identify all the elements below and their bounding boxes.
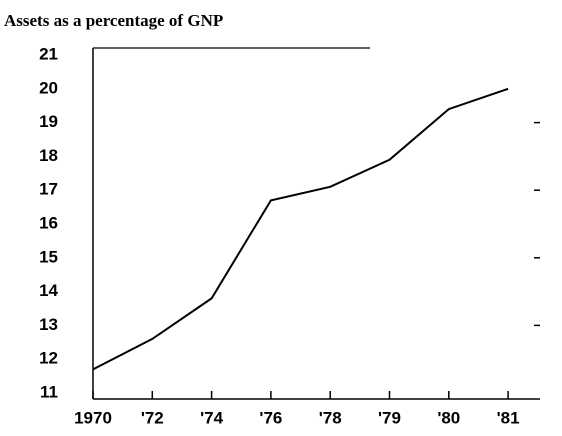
- line: [92, 87, 509, 371]
- x-tick-label: '72: [141, 408, 164, 427]
- x-tick-label: 1970: [74, 408, 112, 427]
- y-tick-label: 13: [39, 315, 58, 334]
- y-tick-label: 11: [40, 382, 58, 401]
- x-tick-label: '76: [259, 408, 282, 427]
- y-tick-label: 16: [39, 213, 58, 232]
- x-tick-label: '81: [497, 408, 520, 427]
- x-tick-label: '78: [319, 408, 342, 427]
- y-tick-label: 14: [39, 281, 58, 300]
- y-tick-label: 18: [39, 146, 58, 165]
- y-tick-label: 12: [39, 349, 58, 368]
- y-tick-label: 15: [39, 247, 58, 266]
- y-tick-label: 20: [39, 78, 58, 97]
- y-tick-label: 19: [39, 112, 58, 131]
- y-tick-label: 17: [39, 180, 58, 199]
- x-tick-label: '74: [200, 408, 223, 427]
- x-tick-label: '79: [378, 408, 401, 427]
- x-tick-label: '80: [437, 408, 460, 427]
- y-tick-label: 21: [39, 44, 58, 63]
- chart-title: Assets as a percentage of GNP: [4, 11, 223, 30]
